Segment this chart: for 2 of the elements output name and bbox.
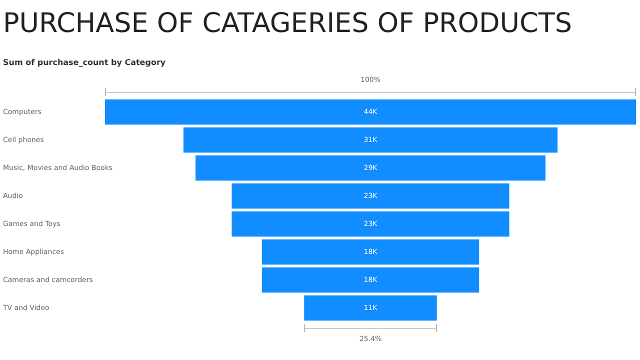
text: PURCHASE OF CATAGERIES OF PRODUCTS <box>3 8 572 39</box>
text: Sum of purchase_count by Category <box>3 58 166 67</box>
